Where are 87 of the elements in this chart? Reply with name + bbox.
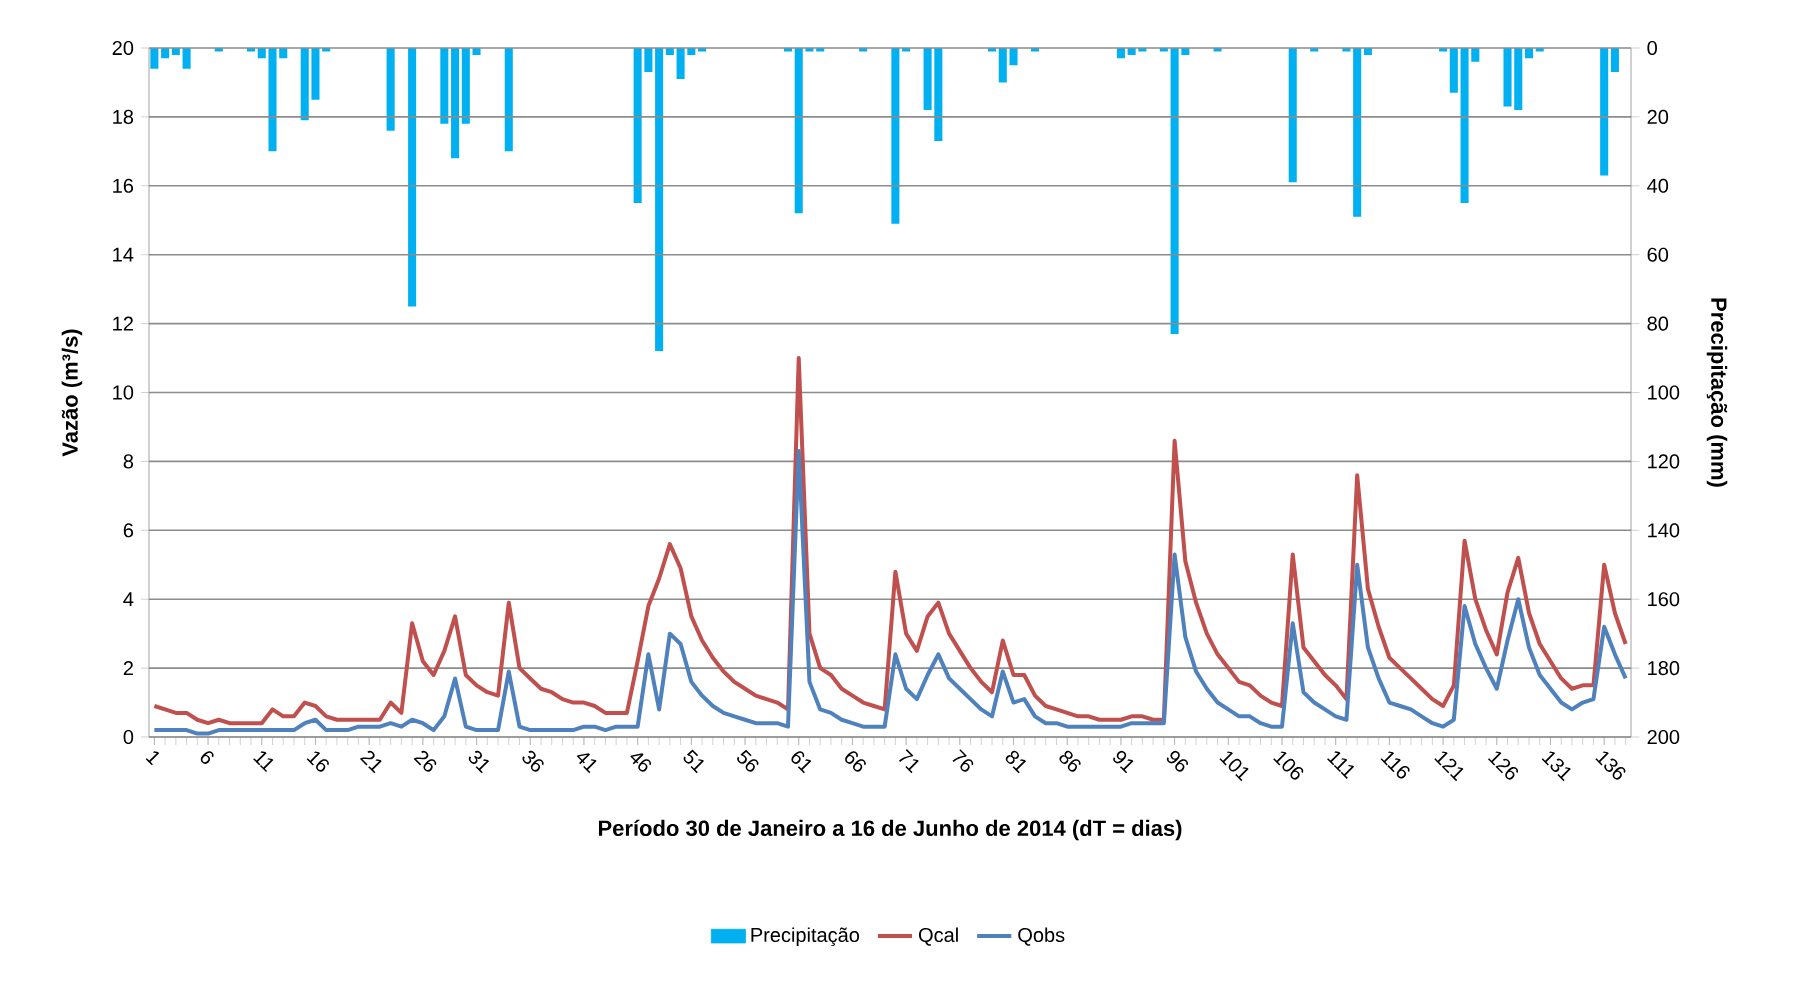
x-tick-label: 1 bbox=[145, 751, 160, 766]
bar bbox=[1009, 48, 1018, 66]
x-tick-label: 26 bbox=[413, 750, 437, 772]
x-tick-label: 56 bbox=[737, 749, 759, 772]
y2-tick-label: 80 bbox=[1647, 316, 1669, 331]
y-tick-label: 6 bbox=[123, 523, 134, 538]
x-tick-label: 41 bbox=[576, 753, 597, 774]
bar bbox=[998, 48, 1007, 83]
bar bbox=[504, 48, 513, 152]
x-tick-label: 21 bbox=[360, 750, 382, 774]
bar bbox=[268, 48, 277, 152]
y2-tick-label: 120 bbox=[1648, 454, 1680, 469]
bar bbox=[1170, 48, 1179, 334]
legend-label: Qobs bbox=[1018, 927, 1065, 946]
bar bbox=[440, 48, 449, 124]
bar bbox=[150, 48, 159, 69]
y-tick-label: 18 bbox=[113, 109, 134, 124]
bar bbox=[311, 48, 320, 100]
x-tick-label: 101 bbox=[1219, 751, 1249, 782]
bar bbox=[451, 48, 460, 159]
x-tick-label: 61 bbox=[791, 751, 812, 774]
bar bbox=[1288, 48, 1297, 183]
bar bbox=[891, 48, 900, 224]
y-tick-label: 14 bbox=[113, 247, 134, 262]
y2-axis-title: Precipitação (mm) bbox=[1706, 298, 1728, 487]
y-tick-label: 16 bbox=[113, 178, 134, 193]
bar bbox=[1460, 48, 1469, 204]
y2-tick-label: 140 bbox=[1648, 523, 1680, 538]
x-tick-label: 31 bbox=[468, 750, 490, 774]
bar bbox=[633, 48, 642, 204]
bar bbox=[386, 48, 395, 131]
y-tick-label: 8 bbox=[123, 454, 134, 469]
x-tick-label: 136 bbox=[1595, 751, 1626, 780]
bar bbox=[1600, 48, 1609, 176]
x-tick-label: 96 bbox=[1166, 750, 1189, 772]
bar bbox=[408, 48, 417, 307]
y2-tick-label: 60 bbox=[1647, 247, 1669, 262]
bar bbox=[794, 48, 803, 214]
y2-tick-label: 200 bbox=[1647, 729, 1680, 745]
x-tick-label: 46 bbox=[630, 753, 652, 772]
y2-tick-label: 0 bbox=[1647, 40, 1657, 56]
x-tick-label: 91 bbox=[1113, 750, 1134, 774]
y2-tick-label: 180 bbox=[1648, 661, 1680, 676]
x-tick-label: 86 bbox=[1059, 750, 1081, 772]
x-tick-label: 116 bbox=[1380, 751, 1410, 779]
x-tick-label: 111 bbox=[1327, 751, 1355, 779]
y-axis-title: Vazão (m³/s) bbox=[61, 329, 83, 457]
y-tick-label: 0 bbox=[123, 729, 134, 745]
x-tick-label: 76 bbox=[952, 749, 974, 772]
y-tick-label: 20 bbox=[112, 40, 134, 56]
bar bbox=[1353, 48, 1362, 217]
legend-label: Qcal bbox=[918, 927, 958, 946]
y-tick-label: 2 bbox=[123, 661, 133, 676]
x-tick-label: 121 bbox=[1434, 751, 1464, 782]
bar bbox=[300, 48, 309, 121]
bar bbox=[1514, 48, 1523, 111]
x-tick-label: 81 bbox=[1005, 750, 1027, 774]
bar bbox=[923, 48, 932, 111]
y-tick-label: 10 bbox=[113, 385, 134, 400]
x-tick-label: 126 bbox=[1488, 751, 1519, 780]
x-tick-label: 131 bbox=[1541, 751, 1571, 782]
bar bbox=[461, 48, 470, 124]
y2-tick-label: 160 bbox=[1648, 592, 1680, 607]
bar bbox=[1471, 48, 1480, 62]
y2-tick-label: 40 bbox=[1647, 178, 1669, 193]
x-tick-label: 36 bbox=[522, 750, 544, 772]
bar bbox=[676, 48, 685, 80]
bar bbox=[655, 48, 664, 352]
y2-tick-label: 100 bbox=[1648, 385, 1680, 400]
bar bbox=[182, 48, 191, 69]
y-tick-label: 12 bbox=[113, 316, 133, 331]
x-axis-title: Período 30 de Janeiro a 16 de Junho de 2014 (dT = dias) bbox=[598, 819, 1182, 841]
bar bbox=[1503, 48, 1512, 107]
bar bbox=[644, 48, 653, 73]
x-tick-label: 16 bbox=[306, 751, 329, 772]
x-tick-label: 51 bbox=[683, 749, 704, 774]
y2-tick-label: 20 bbox=[1647, 109, 1669, 124]
x-tick-label: 6 bbox=[200, 751, 214, 764]
bar bbox=[1610, 48, 1619, 73]
x-tick-label: 11 bbox=[253, 751, 274, 773]
x-tick-label: 106 bbox=[1273, 751, 1304, 780]
legend-label: Precipitação bbox=[751, 927, 860, 947]
bar bbox=[934, 48, 943, 142]
x-tick-label: 66 bbox=[845, 751, 866, 772]
x-tick-label: 71 bbox=[898, 749, 919, 774]
bar bbox=[1449, 48, 1458, 93]
y-tick-label: 4 bbox=[123, 592, 134, 607]
